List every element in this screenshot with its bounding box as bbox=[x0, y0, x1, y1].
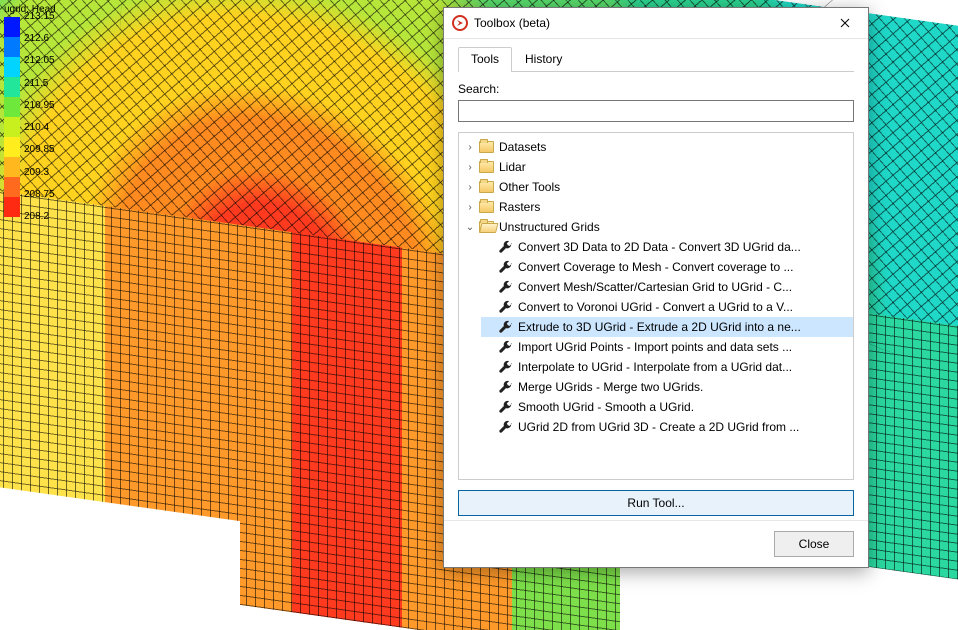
search-label: Search: bbox=[458, 82, 854, 96]
tool-label: Convert to Voronoi UGrid - Convert a UGr… bbox=[518, 300, 793, 314]
tool-label: Interpolate to UGrid - Interpolate from … bbox=[518, 360, 792, 374]
wrench-icon bbox=[497, 239, 513, 255]
tab-history[interactable]: History bbox=[512, 47, 575, 71]
folder-icon bbox=[479, 141, 494, 153]
tool-label: UGrid 2D from UGrid 3D - Create a 2D UGr… bbox=[518, 420, 799, 434]
tool-label: Convert Mesh/Scatter/Cartesian Grid to U… bbox=[518, 280, 792, 294]
folder-label: Lidar bbox=[499, 160, 526, 174]
wrench-icon bbox=[497, 299, 513, 315]
tool-importpts[interactable]: Import UGrid Points - Import points and … bbox=[481, 337, 853, 357]
app-icon bbox=[452, 15, 468, 31]
folder-icon bbox=[479, 181, 494, 193]
folder-icon bbox=[479, 221, 494, 233]
collapse-icon[interactable]: ⌄ bbox=[463, 220, 477, 234]
window-close-button[interactable] bbox=[824, 9, 866, 37]
search-input[interactable] bbox=[458, 100, 854, 122]
close-icon bbox=[840, 18, 850, 28]
tool-label: Convert Coverage to Mesh - Convert cover… bbox=[518, 260, 793, 274]
tool-mesh2ug[interactable]: Convert Mesh/Scatter/Cartesian Grid to U… bbox=[481, 277, 853, 297]
legend-tick: 212.05 bbox=[24, 56, 55, 66]
wrench-icon bbox=[497, 379, 513, 395]
tool-ug2d3d[interactable]: UGrid 2D from UGrid 3D - Create a 2D UGr… bbox=[481, 417, 853, 437]
folder-lidar[interactable]: › Lidar bbox=[463, 157, 853, 177]
expand-icon[interactable]: › bbox=[463, 180, 477, 194]
tab-bar: Tools History bbox=[458, 47, 854, 72]
tool-label: Import UGrid Points - Import points and … bbox=[518, 340, 792, 354]
legend-tick: 209.85 bbox=[24, 145, 55, 155]
folder-rasters[interactable]: › Rasters bbox=[463, 197, 853, 217]
wrench-icon bbox=[497, 319, 513, 335]
folder-label: Unstructured Grids bbox=[499, 220, 600, 234]
tool-conv3d2d[interactable]: Convert 3D Data to 2D Data - Convert 3D … bbox=[481, 237, 853, 257]
folder-label: Other Tools bbox=[499, 180, 560, 194]
legend-tick: 208.2 bbox=[24, 212, 55, 222]
legend-color-bar bbox=[4, 17, 20, 217]
titlebar[interactable]: Toolbox (beta) bbox=[444, 8, 868, 39]
tool-smooth[interactable]: Smooth UGrid - Smooth a UGrid. bbox=[481, 397, 853, 417]
folder-icon bbox=[479, 161, 494, 173]
legend-tick: 213.15 bbox=[24, 12, 55, 22]
wrench-icon bbox=[497, 419, 513, 435]
color-legend: ugrid: Head 213.15212.6212.05211.5210.95… bbox=[4, 4, 76, 217]
legend-tick: 210.95 bbox=[24, 101, 55, 111]
legend-tick: 210.4 bbox=[24, 123, 55, 133]
wrench-icon bbox=[497, 259, 513, 275]
legend-tick: 209.3 bbox=[24, 168, 55, 178]
tool-label: Extrude to 3D UGrid - Extrude a 2D UGrid… bbox=[518, 320, 801, 334]
tool-tree[interactable]: › Datasets › Lidar › Other Tools › Raste… bbox=[458, 132, 854, 480]
wrench-icon bbox=[497, 399, 513, 415]
folder-label: Datasets bbox=[499, 140, 546, 154]
toolbox-dialog: Toolbox (beta) Tools History Search: › D… bbox=[443, 7, 869, 568]
expand-icon[interactable]: › bbox=[463, 160, 477, 174]
tool-voronoi[interactable]: Convert to Voronoi UGrid - Convert a UGr… bbox=[481, 297, 853, 317]
dialog-title: Toolbox (beta) bbox=[474, 16, 824, 30]
wrench-icon bbox=[497, 359, 513, 375]
close-button[interactable]: Close bbox=[774, 531, 854, 557]
tool-label: Smooth UGrid - Smooth a UGrid. bbox=[518, 400, 694, 414]
tool-label: Merge UGrids - Merge two UGrids. bbox=[518, 380, 703, 394]
tool-merge[interactable]: Merge UGrids - Merge two UGrids. bbox=[481, 377, 853, 397]
wrench-icon bbox=[497, 279, 513, 295]
expand-icon[interactable]: › bbox=[463, 200, 477, 214]
tab-tools[interactable]: Tools bbox=[458, 47, 512, 71]
tool-label: Convert 3D Data to 2D Data - Convert 3D … bbox=[518, 240, 801, 254]
expand-icon[interactable]: › bbox=[463, 140, 477, 154]
legend-tick: 208.75 bbox=[24, 190, 55, 200]
folder-icon bbox=[479, 201, 494, 213]
run-tool-button[interactable]: Run Tool... bbox=[458, 490, 854, 516]
wrench-icon bbox=[497, 339, 513, 355]
legend-tick: 211.5 bbox=[24, 79, 55, 89]
legend-tick: 212.6 bbox=[24, 34, 55, 44]
folder-label: Rasters bbox=[499, 200, 540, 214]
legend-ticks: 213.15 212.6 212.05 211.5 210.95 210.4 209.85 2… bbox=[24, 12, 55, 222]
folder-other[interactable]: › Other Tools bbox=[463, 177, 853, 197]
folder-datasets[interactable]: › Datasets bbox=[463, 137, 853, 157]
tool-interp[interactable]: Interpolate to UGrid - Interpolate from … bbox=[481, 357, 853, 377]
folder-ugrids[interactable]: ⌄ Unstructured Grids bbox=[463, 217, 853, 237]
tool-cov2mesh[interactable]: Convert Coverage to Mesh - Convert cover… bbox=[481, 257, 853, 277]
tool-extrude[interactable]: Extrude to 3D UGrid - Extrude a 2D UGrid… bbox=[481, 317, 853, 337]
